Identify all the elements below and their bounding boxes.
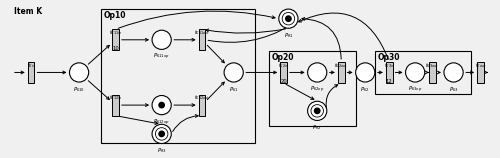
Circle shape [444, 63, 463, 82]
Text: $P_{R3}$: $P_{R3}$ [156, 146, 166, 155]
Text: $t_{K3out}$: $t_{K3out}$ [426, 61, 440, 70]
Circle shape [224, 63, 244, 82]
Text: $t_{Kin}$: $t_{Kin}$ [26, 61, 36, 70]
Bar [338, 62, 344, 83]
Text: $P_{K1}$: $P_{K1}$ [229, 85, 238, 94]
Circle shape [406, 63, 425, 82]
Text: $t_{K3in}$: $t_{K3in}$ [384, 61, 395, 70]
Text: 20: 20 [280, 79, 287, 84]
Bar [101, 9, 255, 143]
Circle shape [159, 131, 164, 137]
Text: $P_{K11op}$: $P_{K11op}$ [154, 52, 170, 62]
Bar [269, 51, 356, 126]
Circle shape [286, 16, 291, 21]
Bar [280, 62, 287, 83]
Text: 10: 10 [112, 46, 119, 51]
Text: Item K: Item K [14, 7, 42, 16]
Text: $P_{K12op}$: $P_{K12op}$ [154, 118, 170, 128]
Text: Op30: Op30 [378, 53, 400, 62]
Circle shape [356, 63, 375, 82]
Circle shape [159, 102, 164, 108]
Circle shape [152, 30, 172, 49]
Text: $P_{R2}$: $P_{R2}$ [312, 123, 322, 132]
Text: $t_{K2in}$: $t_{K2in}$ [278, 61, 289, 70]
Bar [112, 29, 119, 50]
Circle shape [282, 12, 294, 25]
Text: Op20: Op20 [272, 53, 294, 62]
Text: $t_{K12in}$: $t_{K12in}$ [109, 94, 122, 103]
Text: 12: 12 [386, 79, 392, 84]
Circle shape [156, 128, 168, 140]
Circle shape [308, 101, 327, 120]
Circle shape [311, 105, 324, 117]
Bar [198, 29, 205, 50]
Bar [112, 94, 119, 116]
Bar [28, 62, 34, 83]
Bar [477, 62, 484, 83]
Text: $P_{K10}$: $P_{K10}$ [73, 85, 85, 94]
Text: $P_{K2}$: $P_{K2}$ [360, 85, 370, 94]
Circle shape [152, 95, 172, 115]
Bar [198, 94, 205, 116]
Text: $t_{K12out}$: $t_{K12out}$ [194, 94, 210, 103]
Circle shape [279, 9, 298, 28]
Text: $P_{K3}$: $P_{K3}$ [448, 85, 458, 94]
Text: $t_{K11in}$: $t_{K11in}$ [109, 28, 122, 37]
Bar [386, 62, 392, 83]
Text: $t_{K11out}$: $t_{K11out}$ [194, 28, 210, 37]
Text: $P_{R1}$: $P_{R1}$ [284, 31, 294, 40]
Bar [429, 62, 436, 83]
Text: Op10: Op10 [104, 11, 126, 20]
Bar [375, 51, 471, 94]
Text: $t_{K2out}$: $t_{K2out}$ [334, 61, 348, 70]
Circle shape [152, 124, 172, 143]
Circle shape [70, 63, 88, 82]
Circle shape [314, 108, 320, 114]
Text: $t_{Kout}$: $t_{Kout}$ [474, 61, 486, 70]
Text: $P_{K2op}$: $P_{K2op}$ [310, 85, 324, 95]
Text: $P_{K3op}$: $P_{K3op}$ [408, 85, 422, 95]
Circle shape [308, 63, 327, 82]
